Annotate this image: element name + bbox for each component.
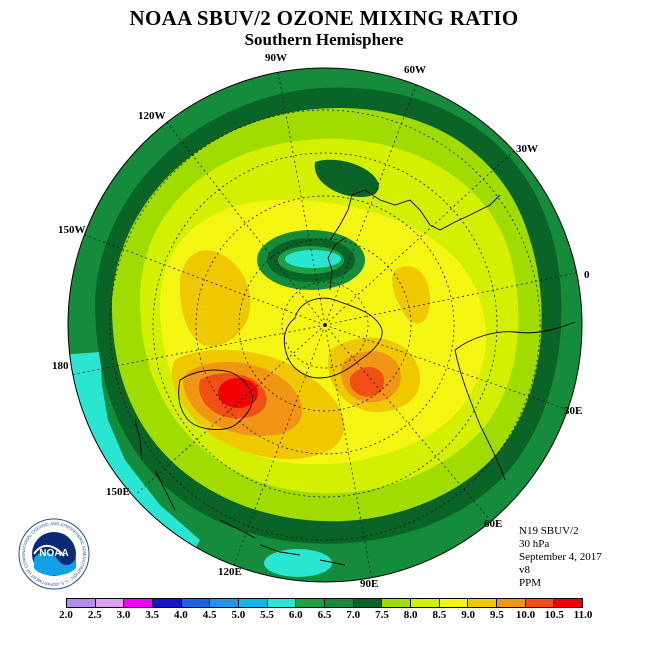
legend-tick-label: 6.0	[288, 609, 303, 621]
legend-tick-label: 5.5	[260, 609, 274, 621]
legend-swatch	[67, 599, 96, 607]
lon-label-90e: 90E	[360, 578, 379, 590]
legend-tick-label: 3.0	[116, 609, 131, 621]
legend-swatch	[296, 599, 326, 607]
legend-tick-label: 8.5	[432, 609, 447, 621]
legend-tick-label: 9.0	[461, 609, 475, 621]
coast-australia	[178, 369, 253, 430]
coast-islands	[219, 519, 346, 566]
lon-label-60e: 60E	[484, 518, 503, 530]
legend-tick-label: 9.5	[489, 609, 504, 621]
coast-south-america	[329, 189, 501, 241]
lon-label-30w: 30W	[516, 143, 538, 155]
contour-band-6-0-left	[68, 352, 200, 560]
color-legend-bar	[66, 598, 583, 608]
lon-label-150e: 150E	[106, 486, 130, 498]
legend-swatch	[497, 599, 526, 607]
legend-swatch	[95, 599, 125, 607]
legend-swatch	[525, 599, 555, 607]
legend-swatch	[439, 599, 469, 607]
legend-tick-label: 11.0	[573, 609, 593, 621]
low-center	[285, 250, 341, 268]
color-legend-ticks: 2.0 2.5 3.0 3.5 4.0 4.5 5.0 5.5 6.0 6.5 7.0 7.5 8.0 8…	[0, 609, 648, 625]
coast-new-zealand	[134, 419, 176, 511]
coast-antarctica	[283, 237, 383, 379]
info-date: September 4, 2017	[519, 551, 602, 563]
legend-swatch	[468, 599, 498, 607]
coast-africa	[454, 321, 576, 481]
info-panel: N19 SBUV/2 30 hPa September 4, 2017 v8 P…	[519, 525, 602, 590]
info-units: PPM	[519, 577, 542, 589]
legend-swatch	[124, 599, 154, 607]
legend-tick-label: 5.0	[231, 609, 246, 621]
legend-tick-label: 7.0	[346, 609, 361, 621]
lon-label-180: 180	[52, 360, 69, 372]
legend-swatch	[325, 599, 354, 607]
legend-tick-label: 10.0	[515, 609, 536, 621]
legend-swatch	[411, 599, 440, 607]
legend-tick-label: 2.5	[87, 609, 102, 621]
noaa-logo: NATIONAL OCEANIC AND ATMOSPHERIC ADMINIS…	[18, 518, 90, 590]
legend-swatch	[239, 599, 268, 607]
legend-tick-label: 4.0	[174, 609, 188, 621]
lon-label-90w: 90W	[265, 52, 287, 64]
green-patch-north	[314, 159, 379, 198]
lon-label-0: 0	[584, 269, 590, 281]
legend-tick-label: 6.5	[317, 609, 332, 621]
legend-swatch	[210, 599, 240, 607]
legend-tick-label: 8.0	[403, 609, 418, 621]
info-pressure: 30 hPa	[519, 538, 550, 550]
legend-tick-label: 7.5	[375, 609, 389, 621]
lon-label-30e: 30E	[564, 405, 583, 417]
contour-band-6-0-bottom	[264, 549, 332, 577]
map-boundary	[67, 67, 583, 583]
lon-label-60w: 60W	[404, 64, 426, 76]
legend-tick-label: 4.5	[202, 609, 217, 621]
legend-swatch	[153, 599, 182, 607]
lon-label-120e: 120E	[218, 566, 242, 578]
page-subtitle: Southern Hemisphere	[244, 30, 404, 49]
page-title: NOAA SBUV/2 OZONE MIXING RATIO	[129, 6, 519, 30]
legend-swatch	[267, 599, 297, 607]
lon-label-120w: 120W	[138, 110, 166, 122]
contour-band-10-5	[218, 378, 258, 408]
legend-tick-label: 10.5	[544, 609, 564, 621]
legend-swatch	[353, 599, 383, 607]
info-satellite: N19 SBUV/2	[519, 525, 579, 537]
info-version: v8	[519, 564, 530, 576]
logo-text: NOAA	[39, 548, 68, 559]
legend-tick-label: 2.0	[59, 609, 73, 621]
legend-tick-label: 3.5	[145, 609, 160, 621]
legend-swatch	[181, 599, 211, 607]
lon-label-150w: 150W	[58, 224, 86, 236]
legend-swatch	[554, 599, 583, 607]
legend-swatch	[382, 599, 412, 607]
